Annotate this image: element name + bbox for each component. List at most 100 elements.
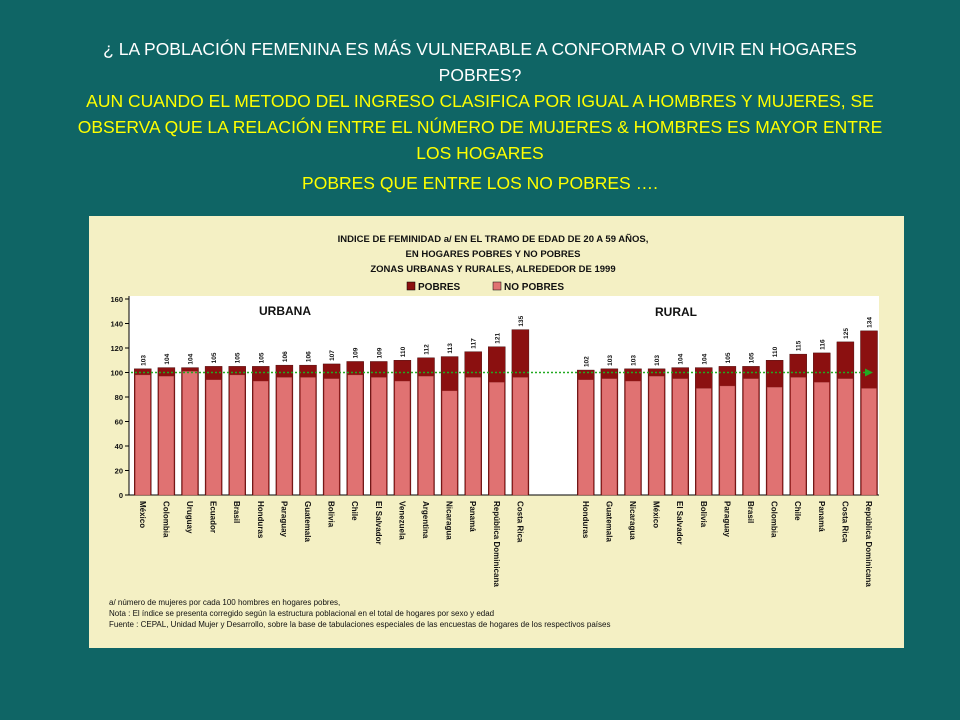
bar-no-pobres (766, 387, 783, 496)
legend-swatch (406, 281, 416, 291)
bar-value-label: 104 (164, 353, 171, 364)
bar-no-pobres (135, 374, 151, 496)
footnote-line: Fuente : CEPAL, Unidad Mujer y Desarroll… (109, 620, 610, 629)
bar-value-label: 110 (400, 346, 407, 357)
bar-no-pobres (300, 377, 316, 496)
category-label: Costa Rica (840, 501, 849, 543)
chart-title-line: ZONAS URBANAS Y RURALES, ALREDEDOR DE 19… (370, 264, 615, 275)
y-tick-label: 140 (110, 320, 123, 329)
bar-no-pobres (790, 377, 806, 496)
footnote-line: Nota : El índice se presenta corregido s… (109, 609, 494, 618)
category-label: El Salvador (374, 501, 383, 545)
y-tick-label: 40 (115, 442, 123, 451)
category-label: Nicaragua (445, 501, 454, 540)
chart-title-line: INDICE DE FEMINIDAD a/ EN EL TRAMO DE ED… (338, 234, 649, 245)
bar-no-pobres (441, 390, 458, 496)
bar-value-label: 105 (258, 352, 265, 363)
bar-value-label: 105 (725, 352, 732, 363)
category-label: República Dominicana (492, 501, 501, 587)
bar-no-pobres (672, 378, 688, 496)
bar-no-pobres (625, 380, 641, 496)
bar-no-pobres (182, 371, 198, 496)
bar-value-label: 103 (654, 355, 661, 366)
category-label: Brasil (746, 501, 755, 523)
y-tick-label: 60 (115, 418, 123, 427)
group-label: URBANA (259, 304, 311, 318)
category-label: El Salvador (675, 501, 684, 545)
chart-panel: INDICE DE FEMINIDAD a/ EN EL TRAMO DE ED… (89, 216, 904, 648)
bar-value-label: 104 (188, 353, 195, 364)
bar-value-label: 105 (211, 352, 218, 363)
bar-value-label: 103 (140, 355, 147, 366)
bar-no-pobres (205, 379, 222, 496)
category-label: México (138, 501, 147, 528)
y-tick-label: 120 (110, 344, 123, 353)
category-label: Guatemala (303, 501, 312, 542)
bar-no-pobres (158, 376, 175, 496)
question-text: ¿ LA POBLACIÓN FEMENINA ES MÁS VULNERABL… (103, 39, 857, 85)
y-tick-label: 160 (110, 295, 123, 304)
bar-value-label: 102 (583, 356, 590, 367)
bar-no-pobres (323, 378, 340, 496)
bar-no-pobres (371, 377, 387, 496)
category-label: Colombia (770, 501, 779, 538)
bar-value-label: 103 (607, 355, 614, 366)
category-label: Paraguay (279, 501, 288, 538)
bar-value-label: 109 (353, 347, 360, 358)
y-tick-label: 100 (110, 369, 123, 378)
category-label: Uruguay (185, 501, 194, 534)
femininity-index-chart: INDICE DE FEMINIDAD a/ EN EL TRAMO DE ED… (109, 234, 879, 629)
bar-value-label: 115 (796, 340, 803, 351)
bar-no-pobres (601, 378, 618, 496)
y-tick-label: 20 (115, 467, 123, 476)
category-label: Bolivia (327, 501, 336, 528)
bar-value-label: 110 (772, 346, 779, 357)
category-label: Nicaragua (628, 501, 637, 540)
answer-text-continued: POBRES QUE ENTRE LOS NO POBRES …. (302, 173, 658, 193)
category-label: Ecuador (209, 501, 218, 533)
bar-no-pobres (229, 374, 245, 496)
bar-value-label: 103 (631, 355, 638, 366)
reference-line-arrow (865, 368, 873, 377)
bar-value-label: 125 (843, 328, 850, 339)
bar-no-pobres (743, 378, 759, 496)
bar-no-pobres (418, 376, 434, 496)
category-label: Honduras (581, 501, 590, 539)
footnote-line: a/ número de mujeres por cada 100 hombre… (109, 598, 340, 607)
category-label: Venezuela (397, 501, 406, 540)
bar-no-pobres (512, 377, 529, 496)
category-label: Costa Rica (515, 501, 524, 543)
bar-no-pobres (719, 385, 736, 496)
bar-value-label: 105 (235, 352, 242, 363)
bar-no-pobres (347, 374, 363, 496)
bar-no-pobres (696, 388, 712, 496)
bar-value-label: 112 (424, 344, 431, 355)
category-label: Chile (793, 501, 802, 521)
bar-no-pobres (276, 377, 293, 496)
bar-no-pobres (489, 382, 505, 496)
bar-no-pobres (837, 378, 854, 496)
category-label: República Dominicana (864, 501, 873, 587)
legend-label: NO POBRES (504, 282, 564, 293)
bar-no-pobres (814, 382, 830, 496)
bar-value-label: 121 (494, 333, 501, 344)
bar-no-pobres (578, 379, 594, 496)
category-label: Brasil (232, 501, 241, 523)
bar-value-label: 109 (376, 347, 383, 358)
category-label: Argentina (421, 501, 430, 539)
bar-value-label: 135 (518, 315, 525, 326)
y-tick-label: 80 (115, 393, 123, 402)
bar-no-pobres (253, 380, 269, 496)
category-label: Bolivia (699, 501, 708, 528)
bar-no-pobres (861, 388, 877, 496)
bar-value-label: 104 (701, 353, 708, 364)
category-label: Paraguay (722, 501, 731, 538)
slide-heading: ¿ LA POBLACIÓN FEMENINA ES MÁS VULNERABL… (60, 36, 900, 196)
category-label: Honduras (256, 501, 265, 539)
category-label: Panamá (817, 501, 826, 532)
legend-swatch (492, 281, 502, 291)
bar-value-label: 106 (306, 351, 313, 362)
category-label: Guatemala (604, 501, 613, 542)
chart-title-line: EN HOGARES POBRES Y NO POBRES (406, 249, 581, 260)
bar-value-label: 107 (329, 350, 336, 361)
